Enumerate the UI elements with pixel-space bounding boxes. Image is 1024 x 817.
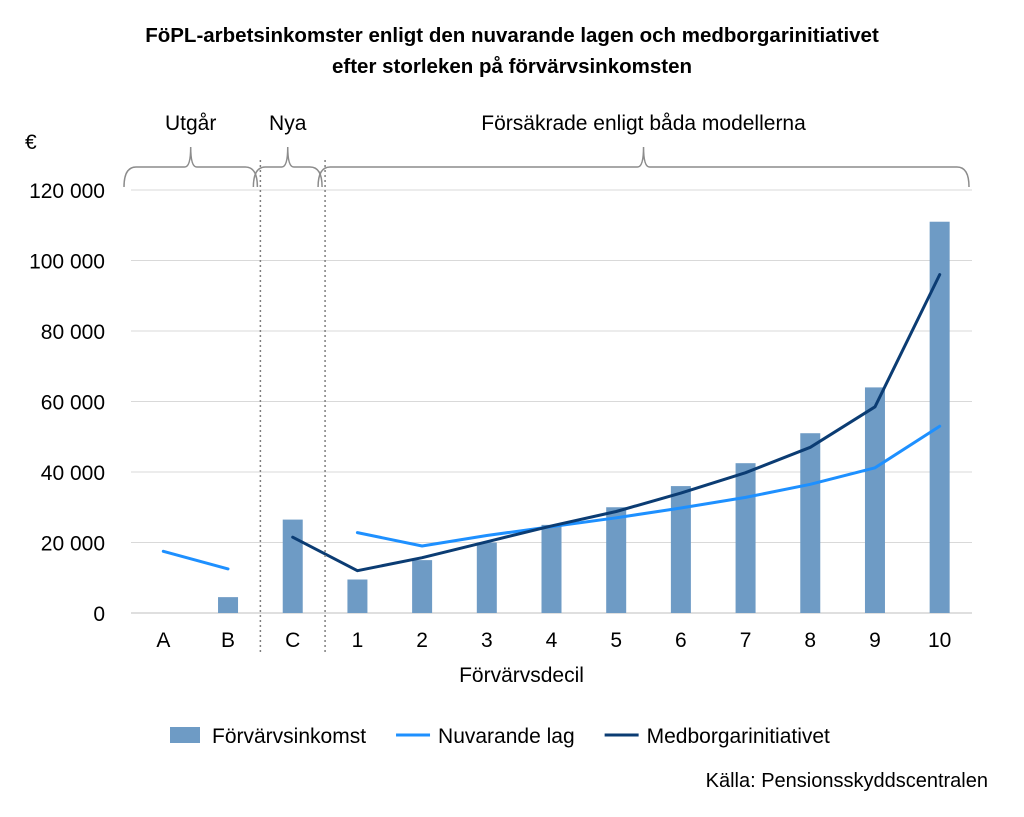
legend-label: Förvärvsinkomst [212, 725, 366, 748]
y-tick-label: 20 000 [41, 533, 105, 556]
line-nuvarande-lag [355, 424, 942, 548]
y-tick-label: 0 [93, 603, 105, 626]
y-tick-label: 100 000 [29, 251, 105, 274]
y-tick-label: 80 000 [41, 321, 105, 344]
x-tick-label: B [221, 629, 235, 652]
bar [606, 507, 627, 613]
group-brace [123, 146, 259, 188]
legend: Förvärvsinkomst Nuvarande lag Medborgarini… [170, 725, 830, 748]
bar-series [218, 221, 950, 613]
x-tick-label: 3 [481, 629, 493, 652]
bar [282, 519, 303, 613]
legend-label: Nuvarande lag [438, 725, 575, 748]
x-tick-label: 5 [610, 629, 622, 652]
line-nuvarande-lag [161, 549, 230, 571]
line-medborgarinitiativet [291, 273, 942, 573]
bar [864, 387, 885, 613]
y-tick-label: 60 000 [41, 392, 105, 415]
x-axis-title: Förvärvsdecil [459, 664, 584, 687]
group-label: Utgår [165, 112, 216, 135]
x-tick-label: A [156, 629, 170, 652]
chart-title: FöPL-arbetsinkomster enligt den nuvarand… [0, 20, 1024, 82]
x-tick-label: 10 [928, 629, 951, 652]
legend-label: Medborgarinitiativet [647, 725, 830, 748]
bar [929, 221, 950, 613]
x-tick-label: 8 [804, 629, 816, 652]
legend-swatch-bar [170, 727, 200, 743]
bar [670, 486, 691, 613]
group-label: Nya [269, 112, 307, 135]
x-tick-label: 4 [546, 629, 558, 652]
y-unit-label: € [25, 131, 37, 154]
chart-title-line-1: FöPL-arbetsinkomster enligt den nuvarand… [145, 24, 879, 47]
x-tick-label: 1 [352, 629, 364, 652]
source-note: Källa: Pensionsskyddscentralen [705, 770, 988, 792]
x-tick-label: 6 [675, 629, 687, 652]
line-series [161, 273, 942, 573]
x-tick-label: C [285, 629, 300, 652]
y-tick-label: 120 000 [29, 180, 105, 203]
x-tick-label: 9 [869, 629, 881, 652]
bar [541, 524, 562, 613]
y-tick-label: 40 000 [41, 462, 105, 485]
axes: 0 20 000 40 000 60 000 80 000 100 000 120 000 €… [25, 131, 951, 687]
bar [800, 433, 821, 613]
group-brace [317, 146, 970, 188]
gridlines [131, 189, 972, 614]
group-label: Försäkrade enligt båda modellerna [481, 112, 806, 135]
bar [735, 463, 756, 613]
group-brace [252, 146, 323, 188]
bar [476, 542, 497, 613]
bar [218, 597, 239, 613]
x-tick-label: 2 [416, 629, 428, 652]
category-groups: Utgår Nya Försäkrade enligt båda modellern… [123, 112, 970, 652]
bar [412, 560, 433, 613]
chart-title-line-2: efter storleken på förvärvsinkomsten [331, 55, 693, 78]
bar [347, 579, 368, 613]
x-tick-label: 7 [740, 629, 752, 652]
